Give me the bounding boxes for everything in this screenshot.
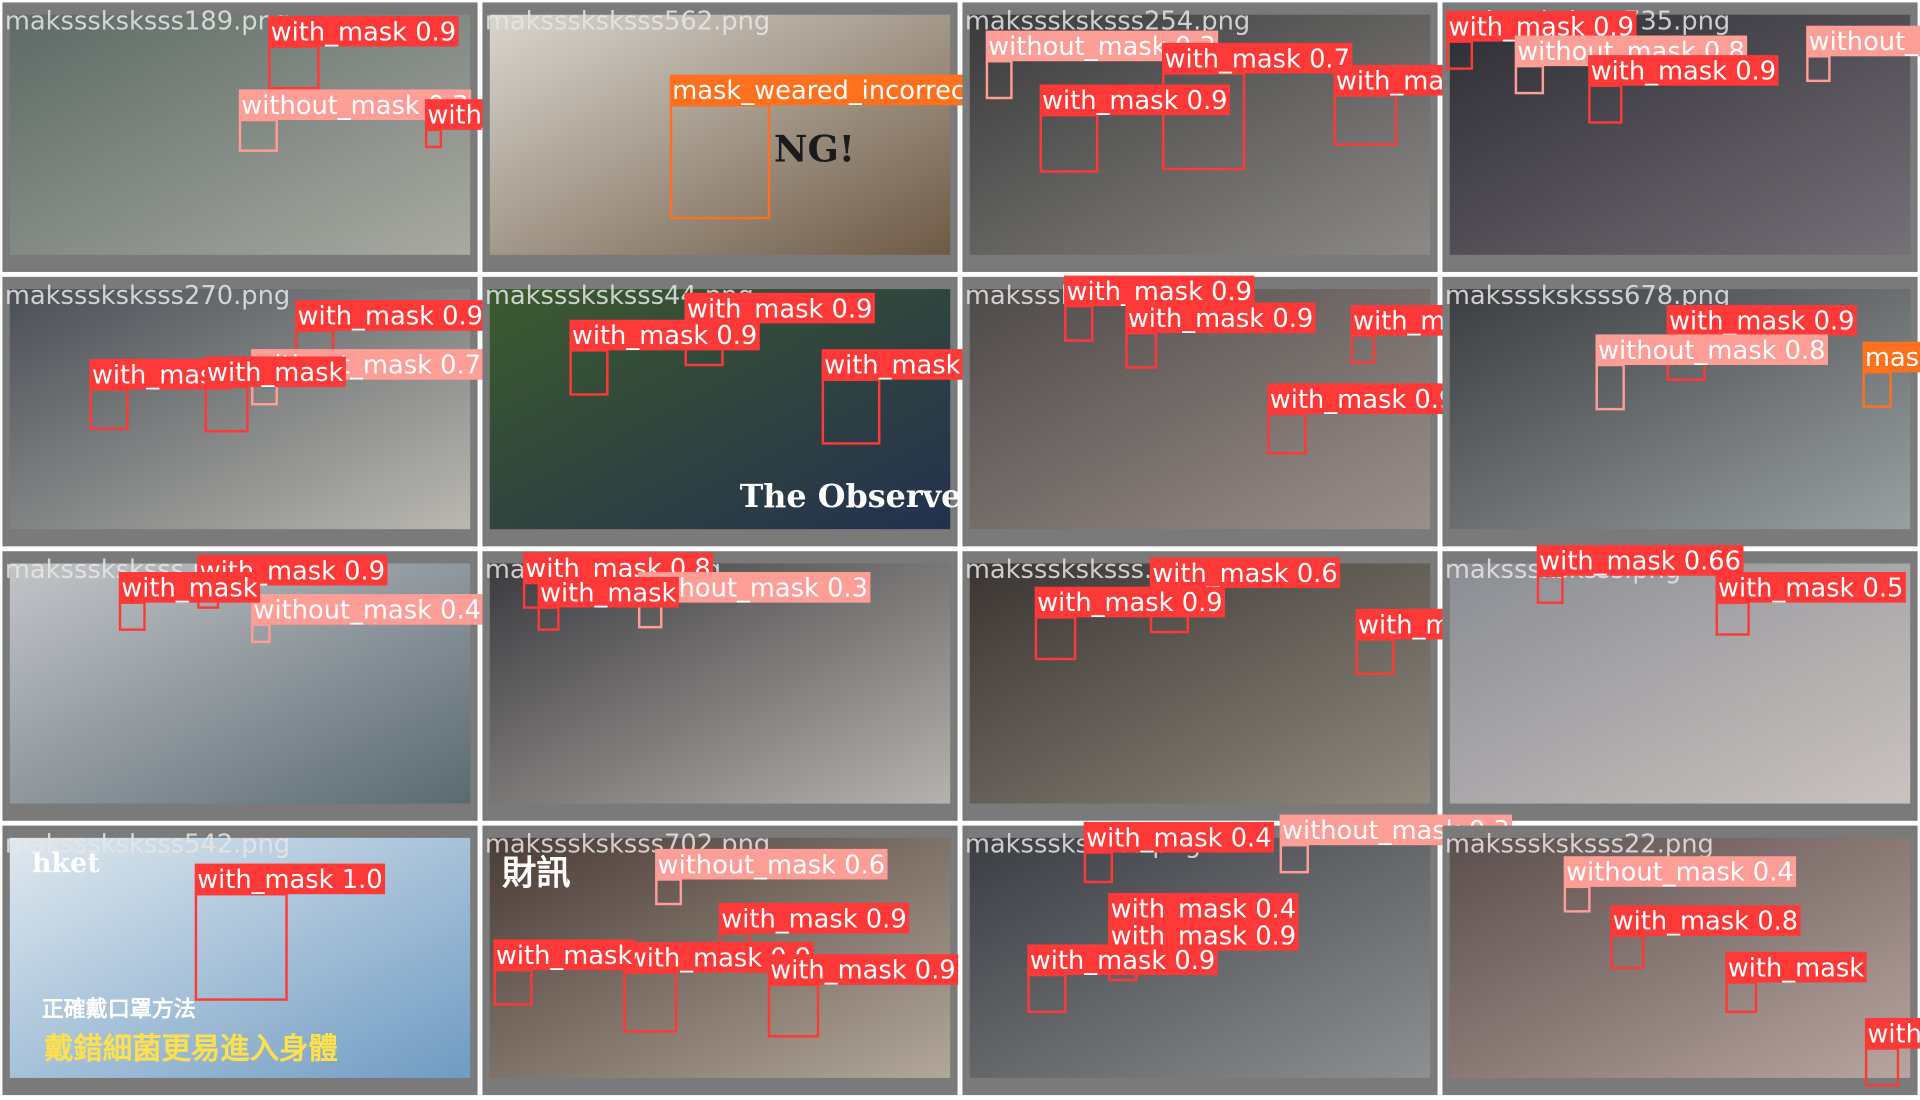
detection-label: with_mask 0.9 (1042, 86, 1227, 116)
detection-label: with_mask 0.9 (1067, 277, 1252, 307)
detection-label: without_mask 0.8 (1598, 336, 1826, 366)
label-background (684, 292, 875, 324)
label-background (1588, 55, 1779, 86)
tile: NG!maksssksksss562.pngmask_weared_incorr… (482, 2, 1027, 272)
detection-label: without_mask (1809, 27, 1920, 57)
label-background (1666, 305, 1857, 336)
label-background (1536, 545, 1744, 576)
filename: maksssksksss542.png (5, 830, 290, 860)
label-background (1083, 821, 1275, 853)
label-background (295, 300, 486, 331)
label-background (537, 576, 679, 608)
label-background (493, 939, 635, 971)
detection-label: without_mask 0.6 (658, 850, 886, 880)
label-background (1610, 905, 1801, 936)
label-background (655, 848, 888, 880)
detection-label: with_mask 0.4 (1086, 823, 1271, 853)
detection-label: with_mask 0.9 (1037, 588, 1222, 618)
detection-label: with_mask 1.0 (197, 865, 382, 895)
label-background (118, 572, 261, 603)
photo-text: 財訊 (502, 853, 571, 893)
label-background (1125, 302, 1316, 334)
detection-label: with_mask (496, 941, 633, 971)
filename: maksssksksss22.png (1445, 830, 1714, 860)
label-background (194, 863, 386, 895)
label-background (767, 954, 959, 985)
label-background (1864, 1017, 1920, 1049)
photo (489, 14, 951, 255)
detection-label: with_mask 0.9 (572, 321, 757, 351)
label-background (718, 902, 910, 934)
label-background (1725, 951, 1867, 983)
label-background (1039, 84, 1230, 116)
detection-label: with_mask 0.9 (770, 956, 955, 986)
label-background (1862, 341, 1920, 373)
photo (1449, 563, 1911, 804)
label-background (1149, 557, 1341, 588)
label-background (1027, 944, 1218, 976)
photo-text: 戴錯細菌更易進入身體 (44, 1030, 338, 1065)
detection-label: with_mask 0.9 (1591, 57, 1776, 87)
detection-label: with_mask 0.66 (1539, 547, 1741, 577)
photo-text: NG! (774, 128, 855, 171)
photo-text: 正確戴口罩方法 (42, 997, 196, 1023)
label-background (204, 356, 346, 388)
detection-label: with_mask 0.9 (687, 294, 872, 324)
label-background (268, 15, 459, 47)
detection-label: with_mask 0.9 (1669, 307, 1854, 337)
detection-label: with_mask 0.9 (1270, 385, 1455, 415)
detection-label: with_mask 0.9 (271, 17, 456, 47)
detection-label: mask (1865, 343, 1920, 373)
photo-text: hket (32, 848, 100, 879)
label-background (1715, 572, 1906, 603)
detection-label: with_mask (540, 578, 677, 608)
filename: maksssksksss270.png (5, 281, 290, 311)
detection-label: with (1867, 1019, 1920, 1049)
detection-label: with_mask 0.9 (721, 904, 906, 934)
detection-label: with_mask 0.8 (1613, 907, 1798, 937)
detection-label: with_mask 0.4 (1111, 894, 1296, 924)
detection-label: without_mask 0.4 (253, 596, 481, 626)
filename: maksssksksss562.png (485, 6, 770, 36)
detection-label: with_mask 0.9 (1030, 946, 1215, 976)
label-background (1806, 25, 1920, 57)
detection-label: with_mask 0.9 (1128, 304, 1313, 334)
label-background (569, 319, 760, 351)
tile: The Observermaksssksksss44.pngwith_mask … (482, 276, 1012, 547)
detection-label: with_mask 0.7 (1164, 44, 1349, 74)
filename: maksssksksss189.png (5, 6, 290, 36)
label-background (1108, 892, 1299, 924)
detection-label: with_mask (1728, 953, 1865, 983)
label-background (1563, 856, 1797, 887)
detection-label: with_mask 0.9 (298, 302, 483, 332)
detection-label: with_mask 0.5 (1718, 574, 1903, 604)
label-background (1162, 42, 1353, 74)
detection-label: without_mask 0.4 (1566, 858, 1794, 888)
detection-label: with_mask (207, 358, 344, 388)
detection-label: with_mask 0.6 (1152, 559, 1337, 589)
label-background (1034, 586, 1226, 618)
label-background (1267, 383, 1458, 415)
detection-label: with_mask (121, 574, 258, 604)
photo-text: The Observer (740, 477, 980, 515)
label-background (1595, 334, 1828, 366)
label-background (1064, 275, 1255, 307)
label-background (251, 594, 484, 625)
